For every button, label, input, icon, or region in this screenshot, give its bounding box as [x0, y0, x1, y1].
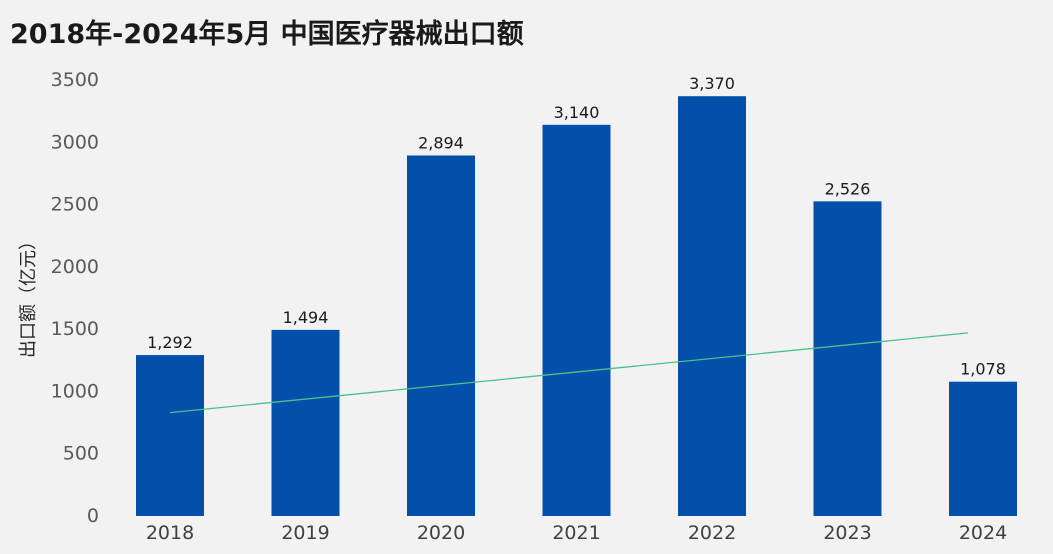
- data-label: 1,078: [960, 360, 1006, 379]
- bar: [407, 155, 475, 516]
- data-label: 2,894: [418, 133, 464, 152]
- x-tick-label: 2024: [959, 522, 1007, 544]
- y-tick-label: 3500: [51, 69, 99, 91]
- chart-title: 2018年-2024年5月 中国医疗器械出口额: [10, 19, 524, 50]
- data-label: 2,526: [825, 179, 871, 198]
- y-tick-label: 1500: [51, 318, 99, 340]
- bar-series: [136, 96, 1017, 517]
- data-labels: 1,292 1,494 2,894 3,140 3,370 2,526 1,078: [147, 74, 1006, 379]
- y-tick-label: 2000: [51, 256, 99, 278]
- data-label: 1,292: [147, 333, 193, 352]
- data-label: 3,370: [689, 74, 735, 93]
- x-tick-label: 2018: [146, 522, 194, 544]
- x-tick-label: 2020: [417, 522, 465, 544]
- x-tick-label: 2023: [823, 522, 871, 544]
- x-tick-label: 2022: [688, 522, 736, 544]
- bar: [813, 201, 882, 516]
- bar: [678, 96, 746, 517]
- y-tick-label: 1000: [51, 380, 99, 402]
- y-axis-label: 出口额（亿元）: [18, 232, 39, 358]
- y-tick-label: 2500: [51, 194, 99, 216]
- bar: [949, 381, 1017, 516]
- data-label: 1,494: [283, 308, 329, 327]
- x-tick-label: 2021: [552, 522, 600, 544]
- bar: [136, 355, 204, 516]
- y-axis-ticks: 0 500 1000 1500 2000 2500 3000 3500: [51, 69, 99, 527]
- bar: [271, 329, 340, 516]
- x-axis-ticks: 2018 2019 2020 2021 2022 2023 2024: [146, 522, 1007, 544]
- y-tick-label: 0: [87, 505, 99, 527]
- y-tick-label: 3000: [51, 131, 99, 153]
- data-label: 3,140: [554, 103, 600, 122]
- x-tick-label: 2019: [281, 522, 329, 544]
- y-tick-label: 500: [63, 443, 99, 465]
- trend-line: [169, 332, 969, 414]
- bar: [542, 124, 611, 517]
